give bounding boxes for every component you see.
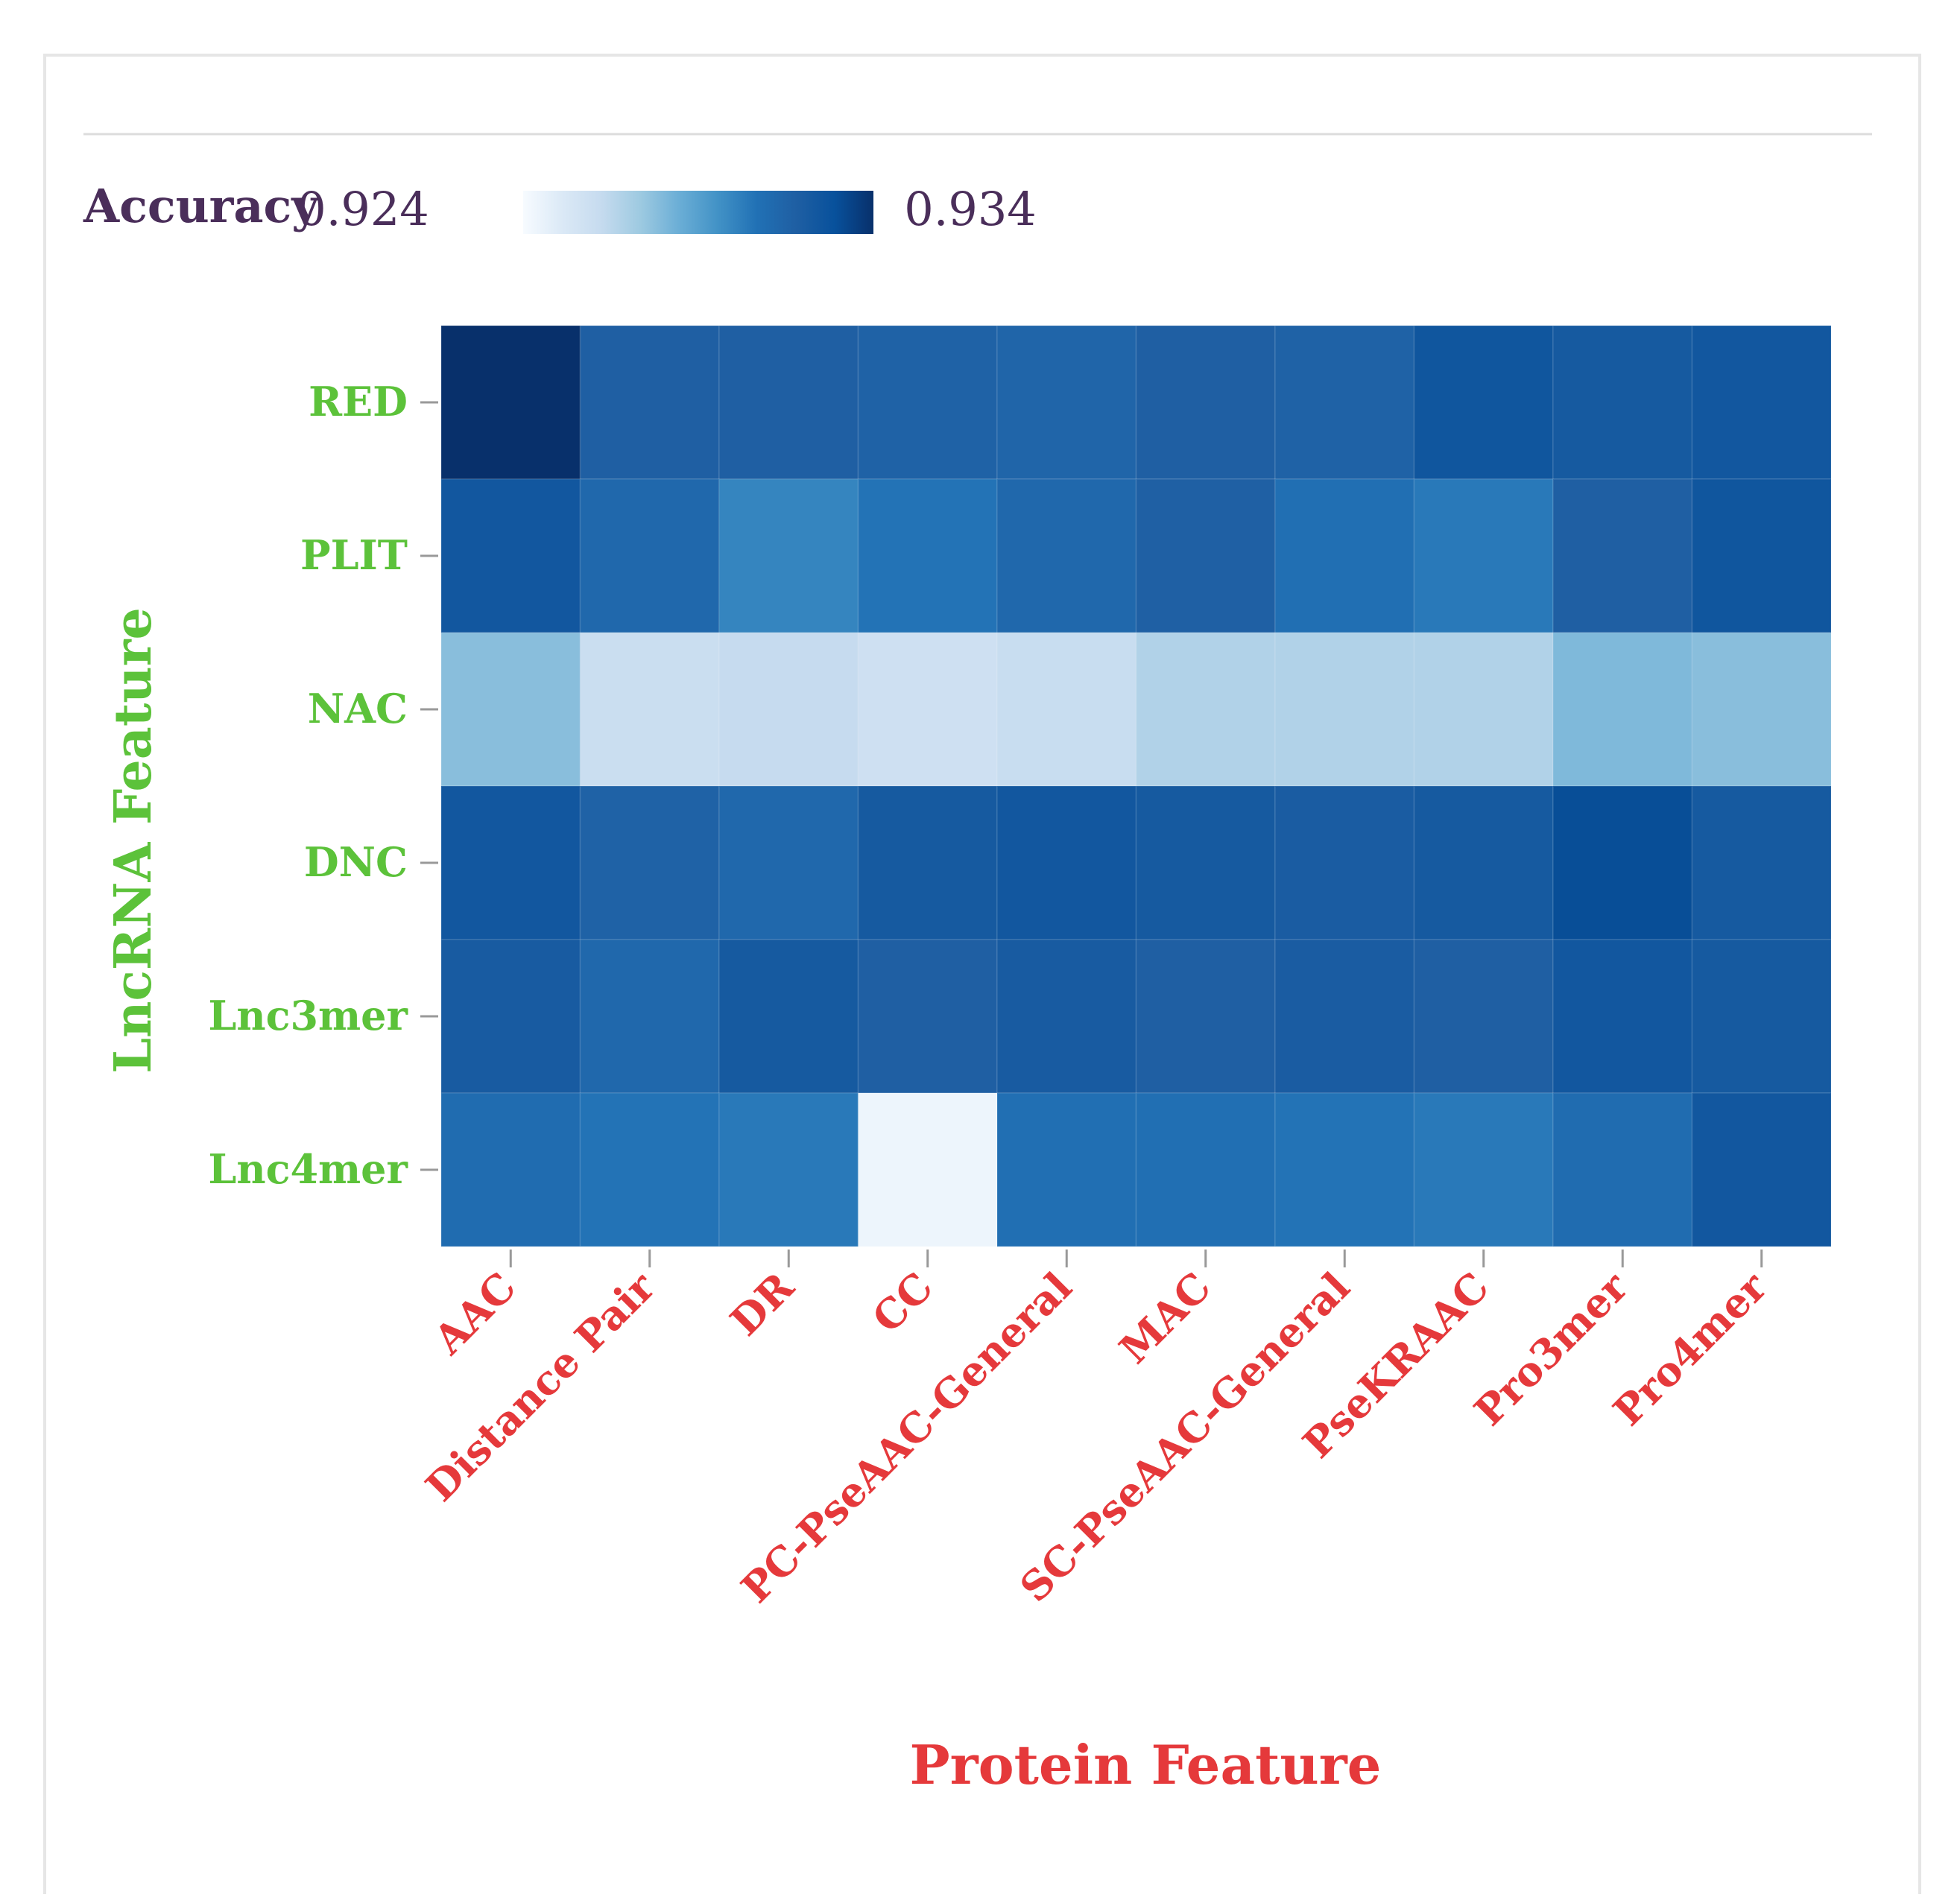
heatmap-cell[interactable] [718,632,859,787]
heatmap-cell[interactable] [1135,325,1276,480]
heatmap-cell[interactable] [996,632,1137,787]
heatmap-cell[interactable] [857,478,998,633]
x-tick-label: MAC [1110,1263,1220,1373]
heatmap-cell[interactable] [1274,785,1415,940]
heatmap-cell[interactable] [440,478,581,633]
heatmap-cell[interactable] [579,632,720,787]
heatmap-cell[interactable] [718,785,859,940]
heatmap-cell[interactable] [857,325,998,480]
heatmap-cell[interactable] [1274,325,1415,480]
heatmap-cell[interactable] [440,939,581,1094]
heatmap-cell[interactable] [440,785,581,940]
heatmap-cells [440,325,1832,1247]
heatmap-cell[interactable] [996,785,1137,940]
y-tick-label: Lnc3mer [208,992,408,1039]
heatmap-chart: Accuracy 0.924 0.934 RED PLIT NAC DNC Lnc3me… [83,133,1872,1796]
x-tick-label: AAC [424,1263,525,1364]
heatmap-cell[interactable] [1413,785,1554,940]
y-tick-label: Lnc4mer [208,1145,408,1193]
heatmap-cell[interactable] [857,785,998,940]
x-axis-title: Protein Feature [910,1733,1382,1796]
y-tick-label: PLIT [300,531,408,579]
heatmap-cell[interactable] [1413,1092,1554,1247]
legend-title: Accuracy [83,179,320,233]
heatmap-cell[interactable] [1413,478,1554,633]
heatmap-cell[interactable] [1274,478,1415,633]
heatmap-cell[interactable] [857,939,998,1094]
heatmap-cell[interactable] [718,939,859,1094]
heatmap-cell[interactable] [579,478,720,633]
heatmap-cell[interactable] [1135,785,1276,940]
heatmap-cell[interactable] [1135,1092,1276,1247]
heatmap-cell[interactable] [579,325,720,480]
heatmap-cell[interactable] [1691,632,1832,787]
heatmap-cell[interactable] [1135,478,1276,633]
heatmap-cell[interactable] [718,325,859,480]
x-tick-label: Pro4mer [1604,1263,1776,1435]
heatmap-cell[interactable] [996,325,1137,480]
heatmap-cell[interactable] [1552,1092,1693,1247]
heatmap-cell[interactable] [1413,939,1554,1094]
heatmap-cell[interactable] [1691,785,1832,940]
heatmap-cell[interactable] [996,1092,1137,1247]
heatmap-cell[interactable] [857,1092,998,1247]
heatmap-cell[interactable] [440,1092,581,1247]
heatmap-cell[interactable] [1552,478,1693,633]
chart-card: Accuracy 0.924 0.934 RED PLIT NAC DNC Lnc3me… [43,54,1921,1894]
heatmap-cell[interactable] [996,478,1137,633]
heatmap-cell[interactable] [579,1092,720,1247]
x-tick-label: CC [863,1263,942,1342]
heatmap-cell[interactable] [1413,632,1554,787]
y-tick-label: DNC [304,838,408,886]
heatmap-cell[interactable] [1691,325,1832,480]
heatmap-cell[interactable] [1552,632,1693,787]
y-axis-title: LncRNA Feature [104,607,163,1074]
y-tick-label: NAC [308,685,408,732]
heatmap-cell[interactable] [1274,939,1415,1094]
heatmap-cell[interactable] [1274,632,1415,787]
heatmap-cell[interactable] [1413,325,1554,480]
legend-min-label: 0.924 [297,182,429,236]
heatmap-cell[interactable] [718,478,859,633]
y-tick-label: RED [309,378,408,425]
heatmap-cell[interactable] [1274,1092,1415,1247]
heatmap-cell[interactable] [1552,939,1693,1094]
color-legend: Accuracy 0.924 0.934 [83,179,1037,236]
heatmap-cell[interactable] [1552,785,1693,940]
x-tick-label: DR [721,1262,803,1345]
legend-color-bar [523,191,873,234]
heatmap-cell[interactable] [1691,939,1832,1094]
heatmap-cell[interactable] [440,325,581,480]
heatmap-cell[interactable] [1691,1092,1832,1247]
heatmap-cell[interactable] [1552,325,1693,480]
heatmap-cell[interactable] [718,1092,859,1247]
heatmap-cell[interactable] [440,632,581,787]
heatmap-cell[interactable] [857,632,998,787]
legend-max-label: 0.934 [904,182,1037,236]
heatmap-cell[interactable] [1691,478,1832,633]
heatmap-cell[interactable] [579,785,720,940]
heatmap-cell[interactable] [1135,632,1276,787]
heatmap-cell[interactable] [996,939,1137,1094]
y-axis-labels: RED PLIT NAC DNC Lnc3mer Lnc4mer [208,378,438,1193]
heatmap-cell[interactable] [1135,939,1276,1094]
heatmap-cell[interactable] [579,939,720,1094]
